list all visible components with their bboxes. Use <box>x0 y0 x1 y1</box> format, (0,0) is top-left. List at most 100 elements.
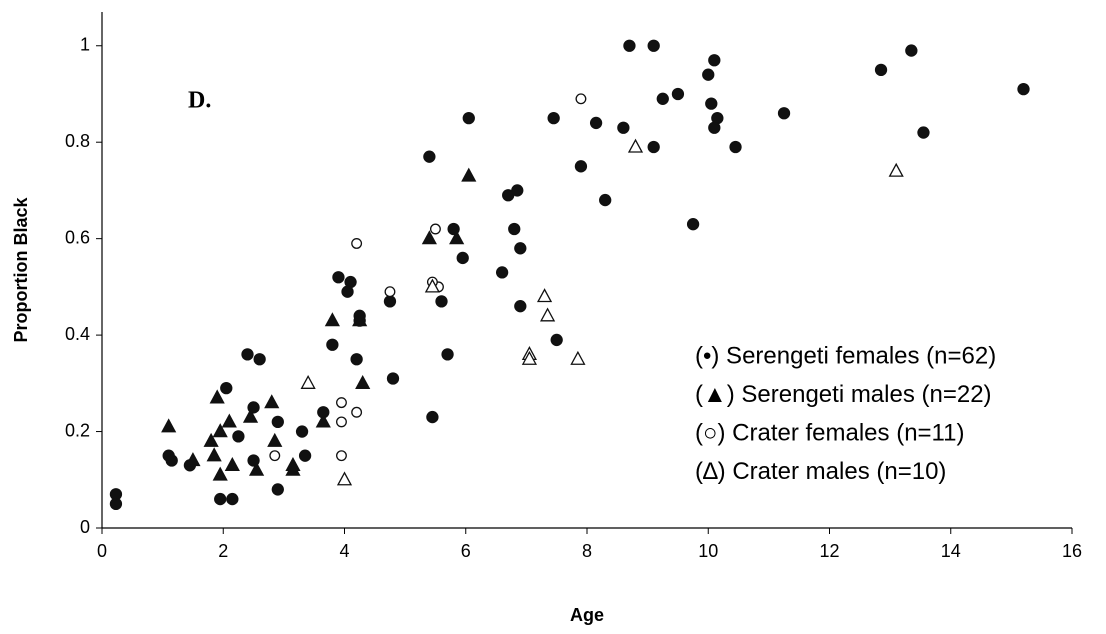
point <box>214 492 227 506</box>
y-tick-label: 0 <box>80 517 90 537</box>
x-tick-label: 2 <box>218 541 228 561</box>
point <box>547 111 560 125</box>
point <box>540 307 556 322</box>
legend-label: (▲) Serengeti males (n=22) <box>695 381 992 408</box>
point <box>671 87 685 101</box>
point <box>711 111 724 125</box>
point <box>511 184 524 197</box>
point <box>702 68 715 81</box>
point <box>514 242 527 255</box>
x-tick-label: 12 <box>819 541 839 561</box>
point <box>426 410 439 424</box>
point <box>350 353 363 366</box>
point <box>462 111 475 125</box>
point <box>351 238 363 249</box>
point <box>336 416 347 428</box>
point <box>449 230 465 245</box>
y-tick-label: 1 <box>80 35 90 55</box>
point <box>336 397 347 409</box>
point <box>326 338 339 351</box>
point <box>705 97 718 110</box>
x-tick-label: 16 <box>1062 541 1082 561</box>
x-tick-label: 6 <box>461 541 471 561</box>
point <box>241 348 254 361</box>
point <box>298 449 312 462</box>
point <box>315 413 331 428</box>
point <box>269 450 281 462</box>
point <box>271 415 284 429</box>
point <box>285 461 301 476</box>
point <box>212 423 228 438</box>
y-tick-label: 0.2 <box>65 420 90 440</box>
y-tick-label: 0.6 <box>65 227 90 247</box>
point <box>461 167 477 182</box>
point <box>421 230 437 245</box>
point <box>574 160 588 173</box>
point <box>570 350 586 365</box>
legend-label: (•) Serengeti females (n=62) <box>695 342 996 369</box>
legend-label: (○) Crater females (n=11) <box>695 419 964 446</box>
point <box>224 456 240 471</box>
point <box>905 44 918 57</box>
point <box>332 271 345 284</box>
point <box>221 413 237 428</box>
point <box>203 432 219 447</box>
point <box>355 374 371 389</box>
point <box>429 223 441 235</box>
point <box>874 63 888 77</box>
point <box>435 295 448 308</box>
x-tick-label: 0 <box>97 541 107 561</box>
point <box>383 295 397 308</box>
point <box>271 483 284 496</box>
point <box>647 39 660 52</box>
y-axis-title: Proportion Black <box>11 197 31 343</box>
point <box>232 430 245 443</box>
point <box>295 425 309 438</box>
point <box>456 251 469 265</box>
point <box>264 394 280 409</box>
y-tick-label: 0.4 <box>65 324 90 344</box>
x-tick-label: 10 <box>698 541 718 561</box>
point <box>423 150 436 163</box>
point <box>521 350 537 365</box>
point <box>165 454 178 467</box>
point <box>384 286 396 298</box>
point <box>917 126 930 139</box>
point <box>209 389 225 404</box>
point <box>686 218 700 231</box>
point <box>161 418 177 433</box>
point <box>656 92 669 105</box>
point <box>336 450 347 462</box>
point <box>344 275 357 289</box>
x-tick-label: 8 <box>582 541 592 561</box>
point <box>109 488 123 501</box>
point <box>729 140 742 154</box>
point <box>777 107 791 120</box>
point <box>508 222 521 236</box>
point <box>617 121 630 134</box>
point <box>550 333 563 347</box>
x-tick-label: 4 <box>339 541 349 561</box>
legend-label: (∆) Crater males (n=10) <box>695 458 946 485</box>
point <box>351 406 363 418</box>
point <box>599 193 612 207</box>
point <box>242 408 259 423</box>
point <box>253 353 266 366</box>
point <box>627 138 644 153</box>
point <box>206 447 222 462</box>
point <box>300 374 316 389</box>
point <box>386 372 400 385</box>
point <box>336 471 353 486</box>
point <box>514 300 527 313</box>
point <box>589 116 603 130</box>
point <box>495 266 509 279</box>
x-axis-title: Age <box>570 605 604 625</box>
point <box>441 348 454 361</box>
point <box>536 288 553 303</box>
point <box>212 466 228 481</box>
annotation: D. <box>188 88 211 114</box>
point <box>708 54 721 67</box>
y-tick-label: 0.8 <box>65 131 90 151</box>
point <box>220 381 233 395</box>
point <box>352 312 368 327</box>
